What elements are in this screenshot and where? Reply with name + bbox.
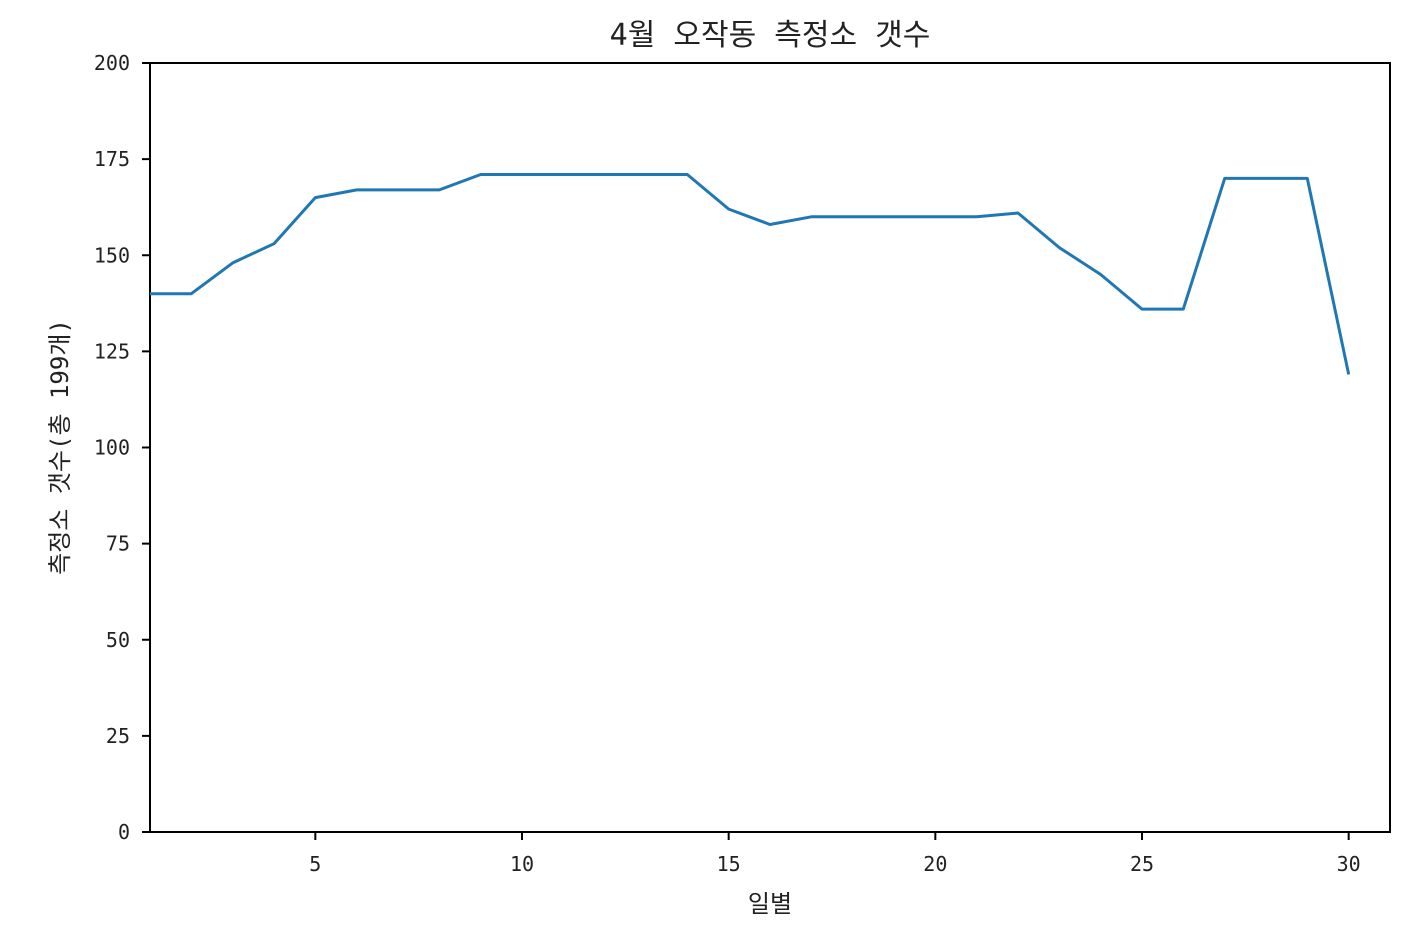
y-axis: 0 25 50 75 100 125 150 175 200: [94, 51, 150, 844]
plot-area: [149, 62, 1391, 833]
y-tick-label: 0: [118, 820, 130, 844]
x-tick-label: 10: [510, 852, 534, 876]
y-tick-label: 150: [94, 243, 130, 267]
plot-border: [149, 62, 1391, 833]
series-line: [150, 173, 1351, 375]
x-tick-label: 30: [1337, 852, 1361, 876]
x-tick-label: 25: [1130, 852, 1154, 876]
y-tick-label: 75: [106, 532, 130, 556]
x-tick-label: 20: [923, 852, 947, 876]
x-axis: 5 10 15 20 25 30: [309, 832, 1361, 876]
y-tick-label: 125: [94, 339, 130, 363]
y-tick-label: 200: [94, 51, 130, 75]
y-axis-label: 측정소 갯수(총 199개): [46, 319, 74, 575]
series-layer: [150, 173, 1351, 375]
y-tick-label: 175: [94, 147, 130, 171]
y-tick-label: 50: [106, 628, 130, 652]
chart-title: 4월 오작동 측정소 갯수: [610, 18, 931, 53]
y-tick-label: 25: [106, 724, 130, 748]
y-tick-label: 100: [94, 436, 130, 460]
x-tick-label: 15: [717, 852, 741, 876]
x-axis-label: 일별: [748, 890, 792, 918]
x-tick-label: 5: [309, 852, 321, 876]
